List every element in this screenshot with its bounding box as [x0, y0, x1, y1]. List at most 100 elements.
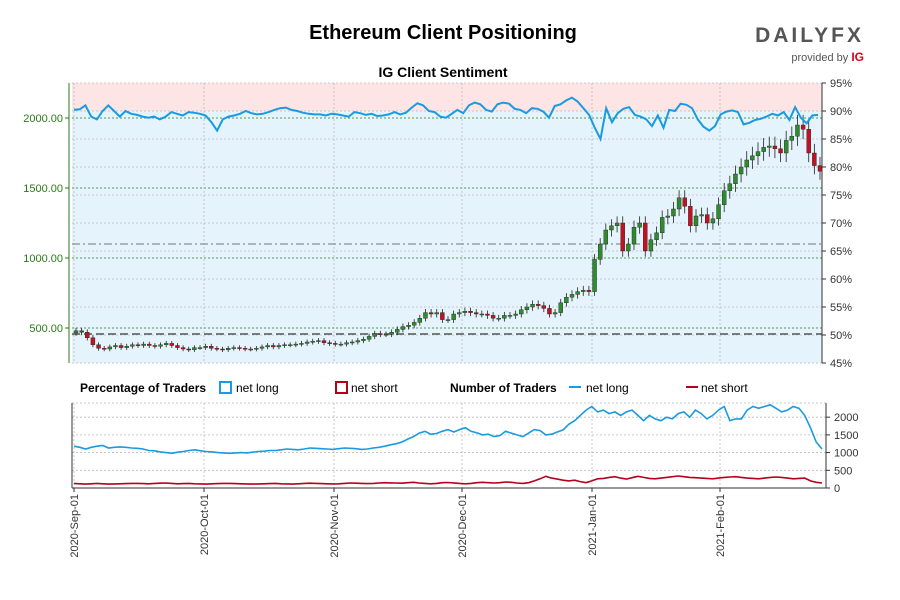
price-candle: [710, 211, 716, 230]
price-candle: [688, 198, 693, 233]
price-candle: [389, 329, 394, 338]
price-candle: [96, 342, 101, 351]
legend-pct-long-label: net long: [236, 381, 279, 395]
price-candle: [135, 342, 141, 348]
price-candle: [738, 158, 744, 183]
price-candle: [564, 293, 569, 307]
price-candle: [237, 345, 242, 351]
traders-tick-label: 1500: [834, 430, 858, 442]
sentiment-panel: 500.00 1000.00 1500.00 2000.00 45% 50% 55% 60%…: [23, 78, 852, 370]
legend: Percentage of Traders net long net short…: [80, 381, 748, 395]
price-candle: [665, 209, 671, 225]
price-candle: [242, 346, 248, 352]
logo-brand: DAILYFX: [755, 24, 864, 47]
price-candle: [327, 340, 332, 346]
net-long-traders-line: [73, 403, 823, 455]
price-candle: [462, 307, 468, 317]
sentiment-tick-label: 95%: [830, 78, 852, 90]
price-candle: [755, 142, 761, 165]
price-candle: [372, 330, 377, 340]
sentiment-tick-label: 85%: [830, 134, 852, 146]
price-candle: [812, 143, 817, 175]
price-candle: [789, 126, 795, 150]
price-candle: [361, 336, 366, 344]
price-candle: [271, 343, 276, 350]
price-candle: [581, 285, 586, 296]
price-candle: [158, 342, 163, 349]
price-candle: [643, 216, 648, 257]
price-candle: [614, 216, 620, 233]
sentiment-tick-label: 65%: [830, 246, 852, 258]
sentiment-chart-title: IG Client Sentiment: [378, 64, 508, 80]
price-candle: [254, 346, 259, 352]
sentiment-axis-ticks: 45% 50% 55% 60% 65% 70% 75% 80% 85% 90% 95%: [822, 78, 852, 370]
sentiment-tick-label: 50%: [830, 330, 852, 342]
price-candle: [631, 220, 637, 250]
price-candle: [344, 340, 349, 347]
date-tick-label: 2020-Sep-01: [69, 494, 81, 558]
logo-provided-by: provided by IG: [755, 50, 864, 64]
price-candle: [395, 326, 400, 336]
price-candle: [366, 333, 372, 342]
chart-title: Ethereum Client Positioning: [309, 22, 577, 44]
price-candle: [287, 342, 293, 348]
price-candle: [220, 346, 225, 352]
price-candle: [445, 316, 451, 323]
date-tick-label: 2020-Oct-01: [199, 494, 211, 555]
price-candle: [152, 343, 158, 349]
sentiment-tick-label: 90%: [830, 106, 852, 118]
date-tick-label: 2020-Dec-01: [457, 494, 469, 558]
price-candle: [428, 309, 434, 318]
price-candle: [586, 285, 592, 296]
price-candle: [530, 300, 535, 311]
price-candle: [603, 223, 609, 250]
price-candle: [333, 340, 338, 347]
price-candle: [400, 323, 406, 333]
price-candle: [299, 340, 304, 347]
sentiment-tick-label: 80%: [830, 162, 852, 174]
price-candle: [451, 310, 456, 323]
sentiment-tick-label: 45%: [830, 358, 852, 370]
price-tick-label: 2000.00: [23, 113, 63, 125]
price-candle: [293, 341, 299, 348]
legend-pct-short-swatch: [335, 381, 348, 394]
price-candle: [806, 119, 811, 163]
price-candle: [180, 345, 186, 352]
logo-provided-by-text: provided by: [791, 52, 849, 64]
long-bias-zone: [72, 111, 822, 363]
price-candle: [79, 327, 84, 336]
traders-axis-ticks: 0 500 1000 1500 2000: [826, 412, 858, 495]
price-candle: [767, 136, 772, 157]
price-candle: [490, 311, 496, 322]
price-candle: [383, 331, 389, 338]
price-candle: [355, 338, 361, 345]
price-candle: [101, 346, 107, 352]
price-candle: [225, 346, 231, 352]
traders-tick-label: 500: [834, 465, 852, 477]
date-axis-ticks: 2020-Sep-01 2020-Oct-01 2020-Nov-01 2020-De…: [69, 488, 727, 558]
traders-tick-label: 0: [834, 483, 840, 495]
price-candle: [338, 341, 344, 347]
price-candle: [265, 343, 270, 350]
price-candle: [648, 233, 654, 257]
price-candle: [163, 340, 169, 348]
price-candle: [682, 190, 687, 214]
price-candle: [626, 238, 631, 257]
price-candle: [214, 346, 220, 352]
price-candle: [417, 314, 423, 326]
price-candle: [434, 309, 439, 318]
price-candle: [231, 345, 237, 351]
price-candle: [485, 310, 490, 319]
price-candle: [310, 338, 315, 345]
price-candle: [304, 339, 310, 346]
price-candle: [175, 343, 180, 350]
price-candle: [473, 309, 479, 318]
price-candle: [744, 151, 749, 176]
date-tick-label: 2020-Nov-01: [329, 494, 341, 558]
date-tick-label: 2021-Jan-01: [587, 494, 599, 556]
price-candle: [468, 307, 473, 317]
sentiment-tick-label: 55%: [830, 302, 852, 314]
price-candle: [558, 298, 563, 317]
price-candle: [693, 209, 699, 233]
